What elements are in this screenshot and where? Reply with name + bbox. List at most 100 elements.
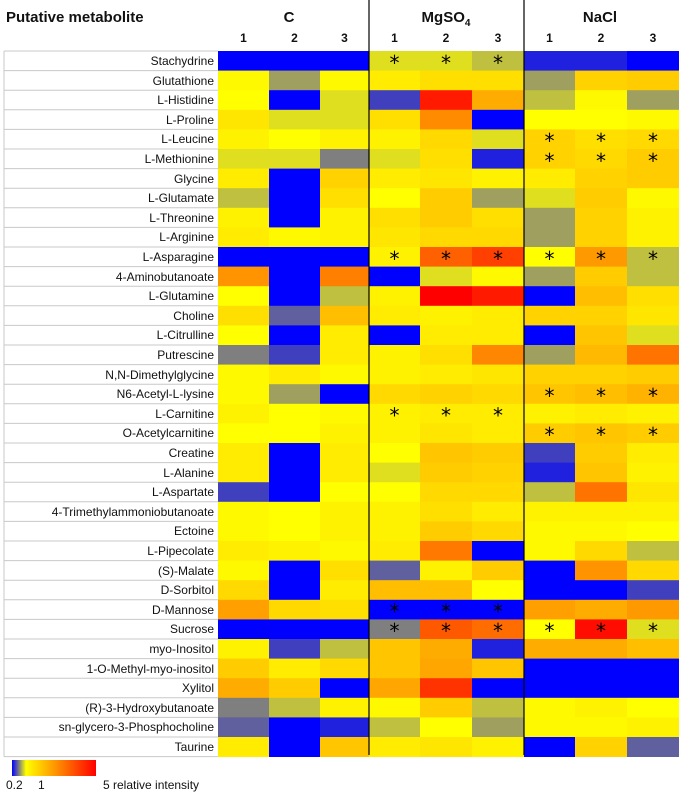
heatmap-cell: [575, 168, 627, 189]
heatmap-cell: [320, 90, 369, 111]
metabolite-label: Xylitol: [181, 681, 214, 696]
significance-star: *: [441, 404, 451, 428]
heatmap-cell: [369, 129, 420, 150]
heatmap-cell: [524, 580, 575, 601]
heatmap-cell: [218, 149, 269, 169]
heatmap-cell: [420, 247, 472, 267]
heatmap-cell: [218, 423, 269, 444]
heatmap-cell: [269, 560, 320, 581]
heatmap-cell: [218, 109, 269, 130]
metabolite-label: Sucrose: [169, 622, 214, 637]
heatmap-cell: [524, 168, 575, 189]
heatmap-cell: [218, 403, 269, 424]
lane-header: 2: [597, 31, 605, 45]
heatmap-cell: [269, 501, 320, 522]
heatmap-cell: [524, 227, 575, 248]
heatmap-cell: [369, 51, 420, 71]
heatmap-cell: [269, 345, 320, 365]
heatmap-cell: [575, 482, 627, 503]
significance-star: *: [390, 404, 400, 428]
significance-star: *: [493, 600, 503, 624]
heatmap-cell: [472, 521, 524, 542]
heatmap-cell: [369, 286, 420, 307]
heatmap-cell: [627, 619, 679, 640]
significance-star: *: [493, 51, 503, 75]
heatmap-cell: [472, 501, 524, 522]
heatmap-cell: [627, 227, 679, 248]
heatmap-cell: [627, 678, 679, 699]
heatmap-cell: [320, 227, 369, 248]
heatmap-cell: [472, 345, 524, 365]
heatmap-cell: [575, 286, 627, 307]
metabolite-label: sn-glycero-3-Phosphocholine: [58, 720, 214, 735]
significance-star: *: [648, 149, 658, 173]
metabolite-label: L-Aspartate: [151, 485, 214, 500]
heatmap-cell: [218, 207, 269, 228]
heatmap-cell: [269, 207, 320, 228]
heatmap-cell: [627, 70, 679, 91]
heatmap-cell: [218, 168, 269, 189]
heatmap-cell: [420, 403, 472, 424]
heatmap-cell: [369, 168, 420, 189]
heatmap-cell: [524, 403, 575, 424]
heatmap-cell: [524, 462, 575, 483]
significance-star: *: [545, 247, 555, 271]
heatmap-cell: [472, 580, 524, 601]
heatmap-cell: [472, 423, 524, 444]
heatmap-cell: [269, 443, 320, 463]
metabolite-label: N,N-Dimethylglycine: [105, 367, 214, 382]
heatmap-cell: [269, 188, 320, 209]
metabolite-label: L-Glutamate: [147, 191, 214, 206]
heatmap-cell: [472, 266, 524, 287]
heatmap-cell: [369, 580, 420, 601]
heatmap-cell: [575, 462, 627, 483]
heatmap-cell: [320, 149, 369, 169]
heatmap-cell: [218, 560, 269, 581]
heatmap-cell: [575, 619, 627, 640]
significance-star: *: [596, 384, 606, 408]
heatmap-cell: [524, 305, 575, 326]
metabolite-label: L-Leucine: [161, 132, 214, 147]
heatmap-cell: [575, 364, 627, 385]
lane-header: 1: [240, 31, 247, 45]
heatmap-cell: [269, 227, 320, 248]
heatmap-cell: [269, 541, 320, 561]
heatmap-cell: [269, 462, 320, 483]
group-header-nacl: NaCl: [582, 9, 618, 26]
heatmap-cell: [269, 129, 320, 150]
significance-star: *: [390, 600, 400, 624]
heatmap-cell: [524, 717, 575, 738]
legend-max-label: 5 relative intensity: [103, 778, 200, 792]
heatmap-cell: [320, 51, 369, 71]
significance-star: *: [596, 247, 606, 271]
heatmap-cell: [218, 286, 269, 307]
heatmap-cell: [524, 658, 575, 679]
heatmap-cell: [575, 580, 627, 601]
metabolite-label: D-Sorbitol: [160, 583, 214, 598]
heatmap-cell: [369, 384, 420, 405]
heatmap-cell: [369, 678, 420, 699]
heatmap-cell: [218, 580, 269, 601]
heatmap-cell: [420, 129, 472, 150]
heatmap-cell: [524, 188, 575, 209]
heatmap-cell: [575, 599, 627, 620]
significance-star: *: [596, 619, 606, 643]
heatmap-cell: [420, 462, 472, 483]
heatmap-cell: [269, 580, 320, 601]
heatmap-cell: [420, 619, 472, 640]
heatmap-cell: [627, 207, 679, 228]
legend-mid-label: 1: [38, 778, 45, 792]
heatmap-cell: [575, 247, 627, 267]
heatmap-cell: [218, 737, 269, 757]
heatmap-cell: [575, 541, 627, 561]
heatmap-cell: [627, 501, 679, 522]
heatmap-cell: [218, 266, 269, 287]
heatmap-cell: [575, 305, 627, 326]
heatmap-cell: [420, 207, 472, 228]
significance-star: *: [596, 149, 606, 173]
heatmap-cell: [472, 619, 524, 640]
heatmap-cell: [269, 149, 320, 169]
metabolite-label: O-Acetylcarnitine: [122, 426, 214, 441]
heatmap-cell: [269, 658, 320, 679]
